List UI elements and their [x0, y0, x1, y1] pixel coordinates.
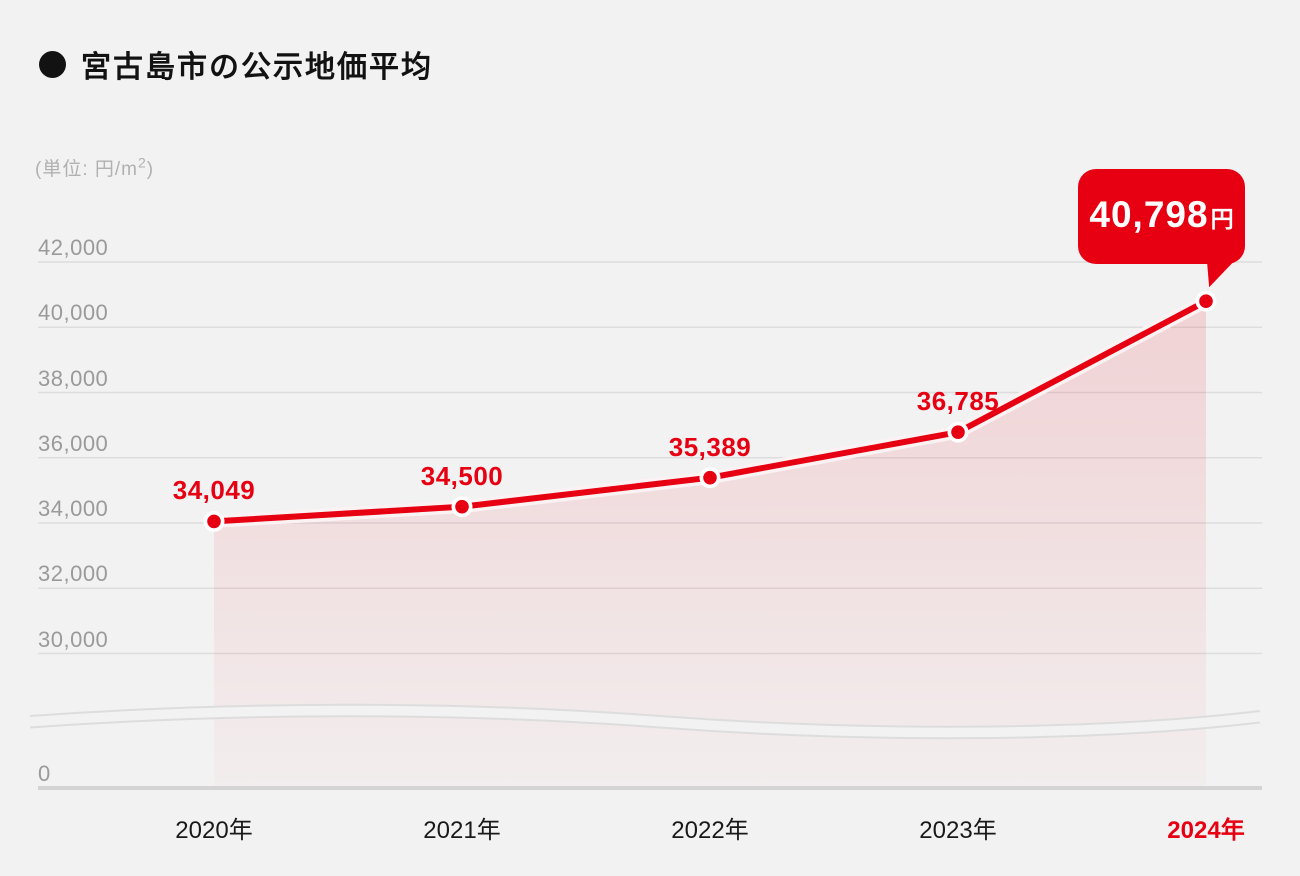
data-point-label: 36,785	[916, 386, 1000, 417]
y-axis-tick-label: 38,000	[38, 365, 109, 391]
y-axis-tick-label: 34,000	[38, 496, 109, 521]
data-point-2020年	[207, 514, 221, 529]
y-axis-tick-label: 32,000	[38, 561, 109, 587]
y-axis-tick-label: 36,000	[38, 430, 109, 456]
axis-break-wave-line	[29, 715, 1261, 740]
chart-title-text: 宮古島市の公示地価平均	[81, 51, 433, 84]
bullet-icon	[39, 50, 66, 78]
y-axis-tick-label: 42,000	[38, 235, 109, 260]
x-axis-label-2021: 2021年	[423, 817, 501, 844]
x-axis-label-2024: 2024年	[1167, 817, 1245, 844]
area-fill	[214, 301, 1206, 786]
axis-break-wave-line	[29, 703, 1261, 728]
data-point-label: 34,500	[420, 460, 504, 491]
data-point-2021年	[455, 499, 469, 514]
x-axis-label-2022: 2022年	[671, 817, 749, 844]
unit-label-suffix: )	[146, 159, 155, 180]
x-axis-label-2020: 2020年	[175, 817, 253, 844]
x-axis-label-2023: 2023年	[919, 817, 997, 844]
callout-badge: 40,798 円	[1078, 169, 1245, 265]
data-point-2024年	[1199, 294, 1213, 309]
unit-label-superscript: 2	[138, 154, 147, 171]
callout-unit: 円	[1210, 206, 1234, 233]
callout-value: 40,798	[1089, 194, 1209, 236]
y-axis-tick-label: 40,000	[38, 300, 109, 326]
data-point-2022年	[703, 470, 717, 485]
axis-break-band	[30, 704, 1260, 739]
unit-label: (単位: 円/m2)	[35, 154, 154, 181]
y-axis-tick-label: 30,000	[38, 626, 109, 652]
callout-text: 40,798 円	[1089, 196, 1233, 233]
data-point-label: 35,389	[668, 431, 752, 462]
data-point-2023年	[951, 425, 965, 439]
y-axis-tick-label: 0	[38, 761, 51, 786]
data-point-label: 34,049	[172, 475, 256, 506]
chart-title: 宮古島市の公示地価平均	[39, 42, 433, 86]
unit-label-prefix: (単位: 円/m	[35, 159, 138, 180]
